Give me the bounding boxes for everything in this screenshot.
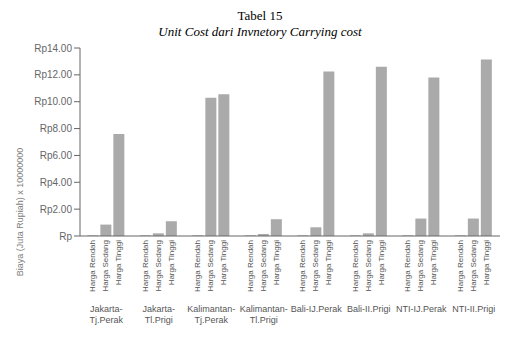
svg-text:Harga Rendah: Harga Rendah [141,240,150,292]
svg-text:Harga Tinggi: Harga Tinggi [272,240,281,286]
svg-text:Harga Tinggi: Harga Tinggi [482,240,491,286]
svg-text:NTI-IJ.Perak: NTI-IJ.Perak [396,304,447,314]
svg-text:Kalimantan-Tl.Prigi: Kalimantan-Tl.Prigi [240,304,288,325]
svg-text:Harga Rendah: Harga Rendah [193,240,202,292]
svg-text:Rp14.00: Rp14.00 [34,43,72,54]
svg-text:NTI-II.Prigi: NTI-II.Prigi [452,304,495,314]
svg-text:Harga Rendah: Harga Rendah [298,240,307,292]
svg-text:Harga Tinggi: Harga Tinggi [324,240,333,286]
svg-text:Harga Sedang: Harga Sedang [416,240,425,292]
svg-text:Harga Sedang: Harga Sedang [311,240,320,292]
svg-text:Harga Sedang: Harga Sedang [154,240,163,292]
svg-text:Rp4.00: Rp4.00 [40,177,73,188]
svg-text:Harga Rendah: Harga Rendah [88,240,97,292]
svg-text:Harga Rendah: Harga Rendah [403,240,412,292]
svg-text:Bali-II.Prigi: Bali-II.Prigi [347,304,391,314]
svg-text:Rp8.00: Rp8.00 [40,123,73,134]
svg-text:Harga Tinggi: Harga Tinggi [377,240,386,286]
svg-text:Harga Sedang: Harga Sedang [259,240,268,292]
svg-text:Harga Sedang: Harga Sedang [469,240,478,292]
svg-text:Kalimantan-Tj.Perak: Kalimantan-Tj.Perak [187,304,235,325]
svg-text:Rp6.00: Rp6.00 [40,150,73,161]
svg-text:Jakarta-Tl.Prigi: Jakarta-Tl.Prigi [142,304,175,325]
svg-text:Harga Tinggi: Harga Tinggi [167,240,176,286]
svg-text:Biaya (Juta Rupiah) x 10000000: Biaya (Juta Rupiah) x 10000000 [15,148,25,277]
svg-text:Harga Sedang: Harga Sedang [364,240,373,292]
svg-text:Harga Sedang: Harga Sedang [206,240,215,292]
svg-text:Rp: Rp [59,231,72,242]
svg-text:Harga Rendah: Harga Rendah [456,240,465,292]
svg-text:Harga Tinggi: Harga Tinggi [219,240,228,286]
svg-text:Bali-IJ.Perak: Bali-IJ.Perak [291,304,343,314]
svg-text:Harga Rendah: Harga Rendah [351,240,360,292]
svg-text:Harga Sedang: Harga Sedang [101,240,110,292]
html-text:Tabel 15: Tabel 15 [237,8,283,23]
svg-text:Rp2.00: Rp2.00 [40,204,73,215]
svg-text:Harga Tinggi: Harga Tinggi [114,240,123,286]
svg-text:Harga Tinggi: Harga Tinggi [429,240,438,286]
svg-text:Harga Rendah: Harga Rendah [246,240,255,292]
svg-text:Rp10.00: Rp10.00 [34,96,72,107]
svg-text:Rp12.00: Rp12.00 [34,69,72,80]
html-text:Unit Cost dari Invnetory Carry: Unit Cost dari Invnetory Carrying cost [158,24,362,39]
svg-text:Jakarta-Tj.Perak: Jakarta-Tj.Perak [89,304,123,325]
